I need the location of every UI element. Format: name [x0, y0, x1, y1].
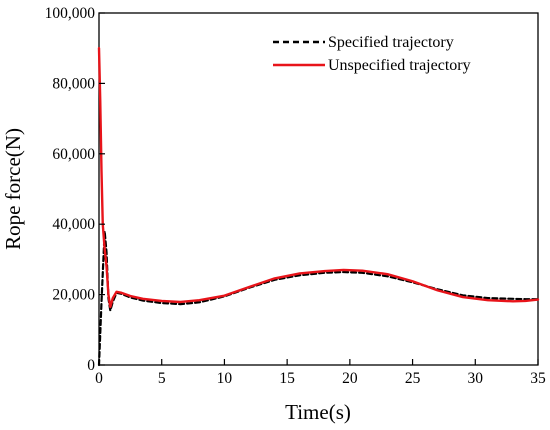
- x-axis-title: Time(s): [285, 400, 351, 424]
- x-tick-label: 0: [95, 370, 103, 387]
- tick-labels-layer: 0 5 10 15 20 25 30 35 0 20,000 40,000 60,000 80,000 1…: [45, 5, 546, 387]
- legend-label-specified: Specified trajectory: [328, 34, 454, 51]
- plot-frame: [98, 12, 539, 366]
- x-tick-label: 5: [158, 370, 166, 387]
- x-tick-label: 25: [405, 370, 421, 387]
- y-tick-label: 80,000: [52, 75, 95, 92]
- x-tick-label: 30: [468, 370, 484, 387]
- y-tick-label: 0: [87, 357, 95, 374]
- x-tick-label: 15: [279, 370, 295, 387]
- y-axis-title: Rope force(N): [1, 128, 25, 250]
- x-tick-label: 35: [530, 370, 546, 387]
- series-layer: [97, 47, 540, 367]
- y-tick-label: 100,000: [45, 5, 96, 22]
- x-tick-label: 20: [342, 370, 358, 387]
- legend-label-unspecified: Unspecified trajectory: [328, 57, 471, 74]
- y-tick-label: 20,000: [52, 287, 95, 304]
- legend: Specified trajectory Unspecified traject…: [273, 34, 471, 74]
- series-line-1: [97, 47, 540, 309]
- y-tick-label: 60,000: [52, 146, 95, 163]
- y-tick-label: 40,000: [52, 216, 95, 233]
- x-tick-label: 10: [217, 370, 233, 387]
- ticks-layer: [98, 12, 539, 366]
